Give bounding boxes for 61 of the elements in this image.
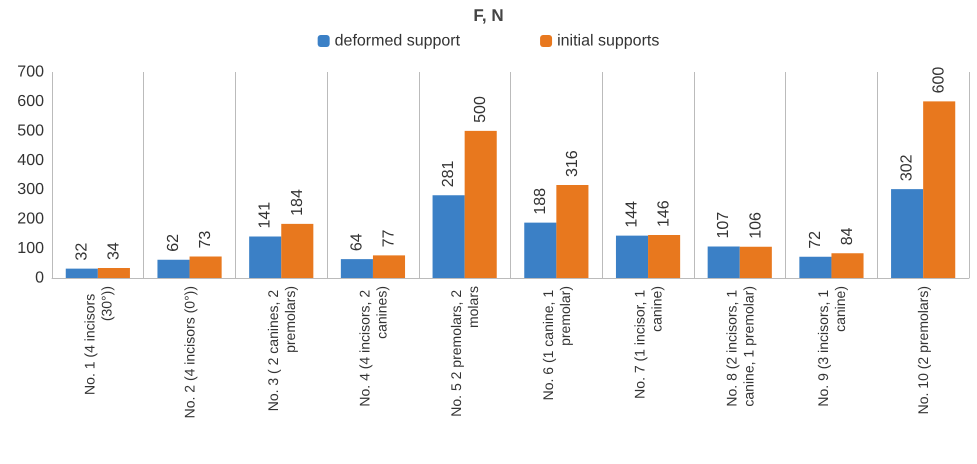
bar — [524, 222, 556, 278]
bar — [740, 246, 772, 278]
data-label: 72 — [806, 230, 824, 249]
bar — [281, 224, 314, 278]
bar — [891, 189, 924, 278]
x-tick-label: No. 3 ( 2 canines, 2 premolars) — [264, 286, 298, 412]
x-tick-label: No. 1 (4 incisors (30°)) — [81, 286, 114, 395]
data-label: 500 — [472, 96, 490, 123]
bar — [799, 256, 832, 278]
legend-label: initial supports — [557, 32, 660, 50]
bar — [190, 256, 222, 278]
data-label: 107 — [715, 212, 732, 239]
y-tick-label: 200 — [17, 210, 44, 228]
data-label: 188 — [532, 188, 549, 215]
bar — [432, 195, 465, 278]
x-tick-label: No. 5 2 premolars, 2 molars — [448, 286, 482, 417]
data-label: 106 — [747, 212, 764, 239]
data-label: 146 — [656, 200, 673, 228]
chart-title: F, N — [473, 6, 504, 25]
bar — [616, 236, 648, 278]
bar — [648, 235, 680, 278]
data-label: 62 — [165, 234, 182, 252]
x-tick-label: No. 4 (4 incisors, 2 canines) — [356, 286, 390, 407]
x-tick-label: No. 9 (3 incisors, 1 canine) — [814, 286, 848, 407]
y-tick-label: 0 — [35, 270, 44, 286]
data-label: 34 — [105, 242, 122, 260]
bar — [340, 259, 373, 278]
y-tick-label: 400 — [17, 152, 44, 169]
x-tick-label: No. 8 (2 incisors, 1 canine, 1 premolar) — [723, 286, 756, 407]
data-label: 600 — [930, 66, 948, 94]
bar — [708, 246, 740, 278]
y-tick-label: 300 — [17, 181, 44, 198]
bar — [98, 268, 130, 278]
bar — [372, 255, 406, 278]
data-label: 184 — [288, 189, 306, 216]
legend-label: deformed support — [334, 32, 461, 50]
data-label: 316 — [564, 150, 581, 178]
data-label: 281 — [440, 160, 458, 188]
bar — [157, 260, 190, 278]
data-label: 77 — [380, 229, 398, 248]
data-label: 64 — [348, 233, 366, 252]
bar — [923, 101, 956, 278]
bar — [831, 253, 864, 278]
y-tick-label: 100 — [17, 240, 44, 258]
y-tick-label: 600 — [17, 92, 44, 110]
bar — [464, 130, 497, 278]
data-label: 84 — [838, 227, 856, 246]
bar — [556, 185, 588, 278]
bar — [66, 268, 98, 278]
y-tick-label: 500 — [17, 122, 44, 140]
x-tick-label: No. 6 (1 canine, 1 premolar) — [540, 286, 573, 400]
data-label: 302 — [898, 154, 916, 182]
y-tick-label: 700 — [17, 64, 44, 80]
x-tick-label: No. 7 (1 incisor, 1 canine) — [632, 286, 665, 399]
data-label: 73 — [197, 230, 214, 249]
data-label: 141 — [256, 202, 274, 229]
data-label: 32 — [73, 242, 90, 261]
x-tick-label: No. 2 (4 incisors (0°)) — [182, 286, 198, 418]
data-label: 144 — [624, 200, 641, 228]
x-tick-label: No. 10 (2 premolars) — [915, 286, 932, 414]
bar — [249, 236, 282, 278]
